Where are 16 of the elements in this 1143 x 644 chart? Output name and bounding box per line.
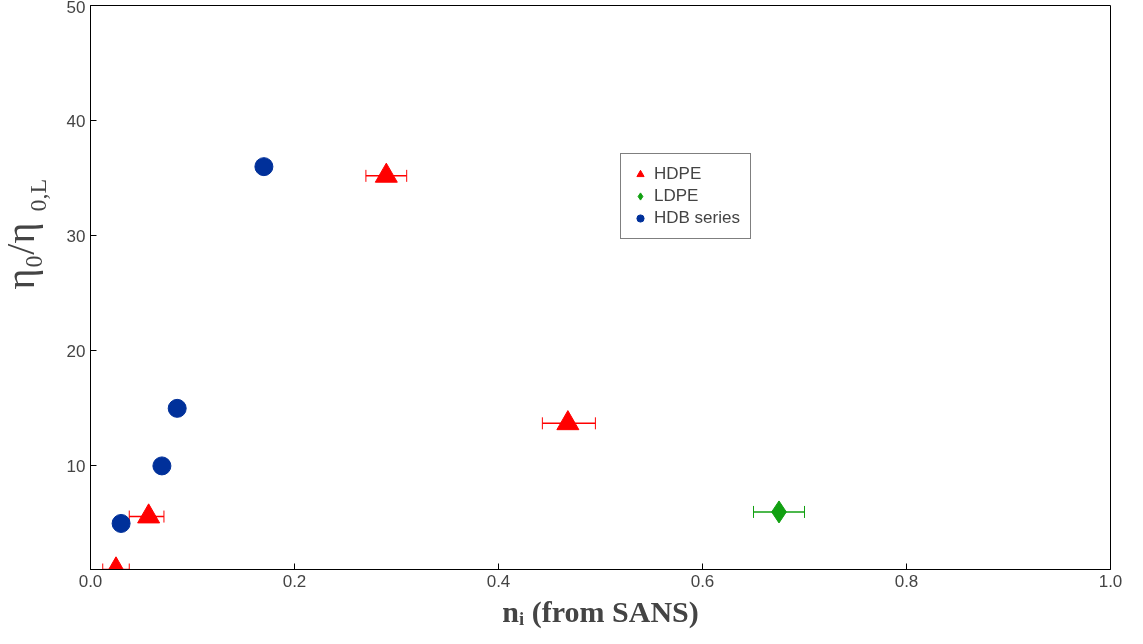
y-tick-label: 40 [66,111,86,131]
y-tick-label: 50 [66,0,86,17]
y-tick-label: 10 [66,456,86,476]
legend-label: HDB series [654,208,740,228]
legend-label: HDPE [654,164,702,184]
x-tick-label: 0.8 [894,571,919,591]
y-tick-label: 30 [66,226,86,246]
legend-label: LDPE [654,186,699,206]
y-axis-title: η₀/η0,L [0,178,51,290]
x-tick-label: 0.6 [690,571,715,591]
x-axis-title: nᵢ (from SANS) [502,594,699,629]
x-tick-label: 0.4 [486,571,511,591]
x-tick-label: 0.0 [78,571,103,591]
y-tick-label: 20 [66,341,86,361]
x-tick-label: 0.2 [282,571,307,591]
x-tick-label: 1.0 [1098,571,1123,591]
